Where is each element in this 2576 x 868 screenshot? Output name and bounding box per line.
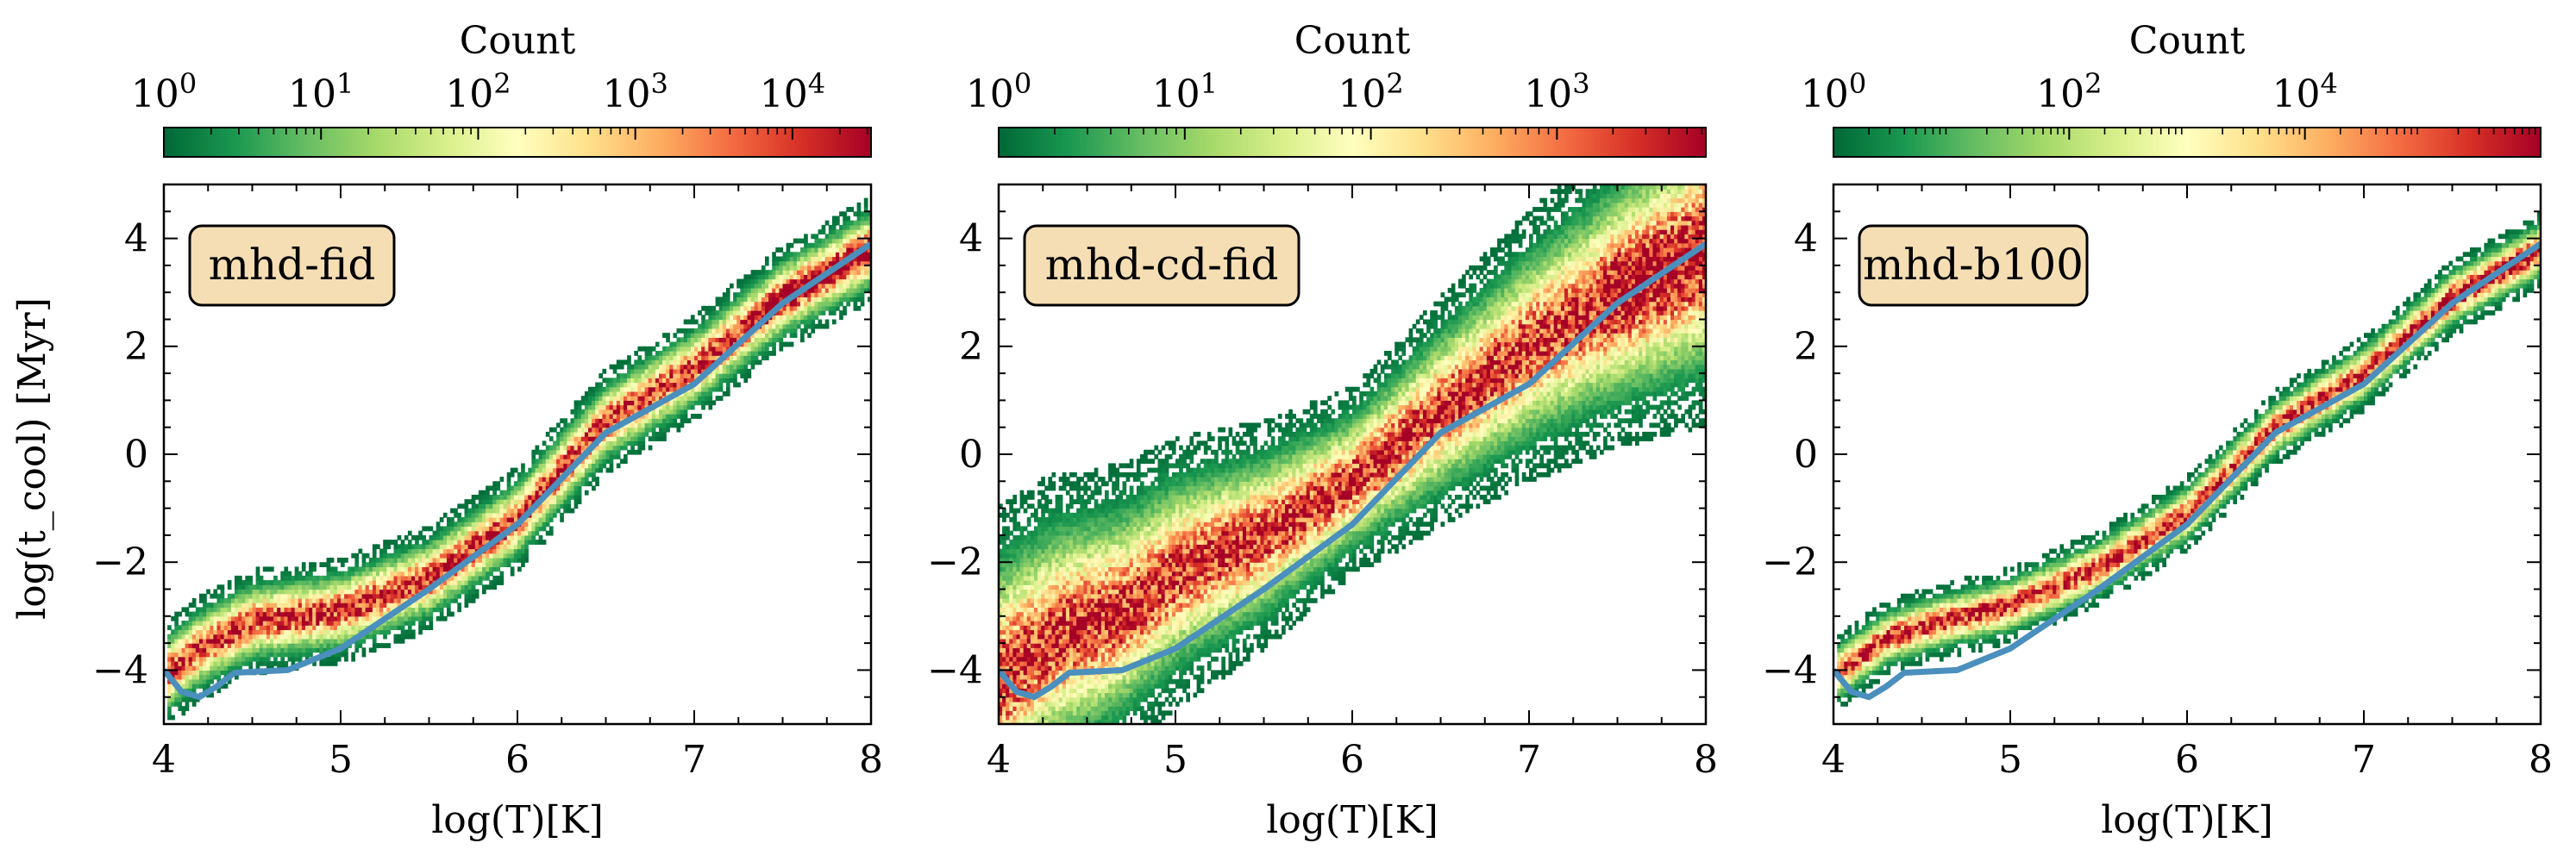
- panel-mhd-b100: Count 100 102 104 4 5 6 7 8 −4 −2 0 2 4 log(T)[K] mhd-b…: [1762, 19, 2553, 842]
- x-tick-label: 8: [1694, 738, 1718, 782]
- svg-text:mhd-fid: mhd-fid: [209, 240, 376, 290]
- y-tick-label: −2: [1762, 540, 1818, 584]
- y-tick-label: −2: [92, 540, 148, 584]
- x-tick-label: 4: [1821, 738, 1846, 782]
- y-tick-label: 2: [959, 325, 983, 369]
- colorbar: Count 100 101 102 103: [966, 19, 1707, 158]
- colorbar-tick-label: 100: [966, 67, 1031, 116]
- x-tick-label: 6: [505, 738, 530, 782]
- colorbar-tick-label: 102: [2036, 67, 2102, 116]
- colorbar-tick-label: 101: [1152, 67, 1218, 116]
- x-tick-label: 7: [2352, 738, 2376, 782]
- colorbar-title: Count: [2129, 19, 2246, 63]
- run-label: mhd-cd-fid: [1023, 224, 1301, 307]
- run-label: mhd-b100: [1858, 224, 2089, 307]
- y-tick-label: 0: [124, 433, 148, 477]
- colorbar-tick-label: 102: [1338, 67, 1403, 116]
- y-tick-label: 4: [1794, 217, 1818, 261]
- colorbar-tick-label: 102: [445, 67, 511, 116]
- x-tick-label: 4: [152, 738, 176, 782]
- x-axis-label: log(T)[K]: [1266, 798, 1438, 842]
- x-tick-label: 7: [1517, 738, 1541, 782]
- heatmap-cells: [1837, 211, 2541, 707]
- colorbar-bar: [1833, 127, 2542, 158]
- y-tick-label: 4: [124, 217, 148, 261]
- colorbar: Count 100 102 104: [1801, 19, 2542, 158]
- x-axis-label: log(T)[K]: [2101, 798, 2273, 842]
- run-label: mhd-fid: [188, 224, 396, 307]
- colorbar-title: Count: [460, 19, 576, 63]
- reference-curve: [1833, 240, 2541, 701]
- reference-curve: [164, 240, 871, 701]
- y-tick-label: −2: [927, 540, 983, 584]
- panel-mhd-cd-fid: Count 100 101 102 103 4 5 6 7 8 −4 −2 0 2 4 log(T)[K] mh…: [927, 19, 1718, 842]
- x-tick-label: 7: [682, 738, 706, 782]
- reference-curve: [999, 240, 1706, 701]
- x-tick-label: 6: [2175, 738, 2199, 782]
- y-axis-label: log(t_cool) [Myr]: [10, 297, 54, 620]
- x-tick-label: 5: [1998, 738, 2022, 782]
- x-tick-label: 8: [859, 738, 883, 782]
- colorbar: Count 100 101 102 103 104: [131, 19, 872, 158]
- colorbar-tick-label: 100: [1801, 67, 1866, 116]
- y-tick-label: 2: [1794, 325, 1818, 369]
- colorbar-tick-label: 104: [760, 67, 825, 116]
- y-tick-label: 0: [1794, 433, 1818, 477]
- y-tick-label: 4: [959, 217, 983, 261]
- panel-mhd-fid: Count 100 101 102 103 104 4 5 6 7 8 −4 −2 0 2 4 log(T)[K…: [92, 19, 883, 842]
- x-tick-label: 5: [1163, 738, 1188, 782]
- x-tick-label: 5: [329, 738, 353, 782]
- x-tick-label: 8: [2529, 738, 2553, 782]
- x-axis-label: log(T)[K]: [431, 798, 604, 842]
- colorbar-tick-label: 103: [1524, 67, 1589, 116]
- colorbar-tick-label: 100: [131, 67, 197, 116]
- x-tick-label: 4: [987, 738, 1011, 782]
- y-tick-label: 0: [959, 433, 983, 477]
- colorbar-title: Count: [1294, 19, 1411, 63]
- y-tick-label: −4: [927, 648, 983, 692]
- y-tick-label: −4: [92, 648, 148, 692]
- x-tick-label: 6: [1340, 738, 1364, 782]
- colorbar-tick-label: 103: [602, 67, 668, 116]
- y-tick-label: 2: [124, 325, 148, 369]
- y-tick-label: −4: [1762, 648, 1818, 692]
- colorbar-bar: [163, 127, 872, 158]
- colorbar-tick-label: 101: [288, 67, 354, 116]
- colorbar-tick-label: 104: [2272, 67, 2337, 116]
